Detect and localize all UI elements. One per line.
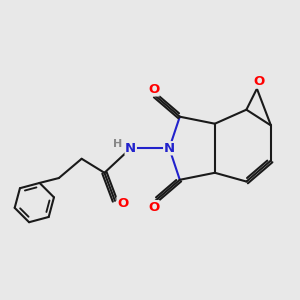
Text: O: O	[148, 201, 159, 214]
Text: O: O	[148, 83, 159, 96]
Text: N: N	[164, 142, 175, 155]
Text: N: N	[125, 142, 136, 155]
Text: H: H	[113, 139, 122, 149]
Text: O: O	[253, 75, 264, 88]
Text: O: O	[117, 197, 128, 210]
